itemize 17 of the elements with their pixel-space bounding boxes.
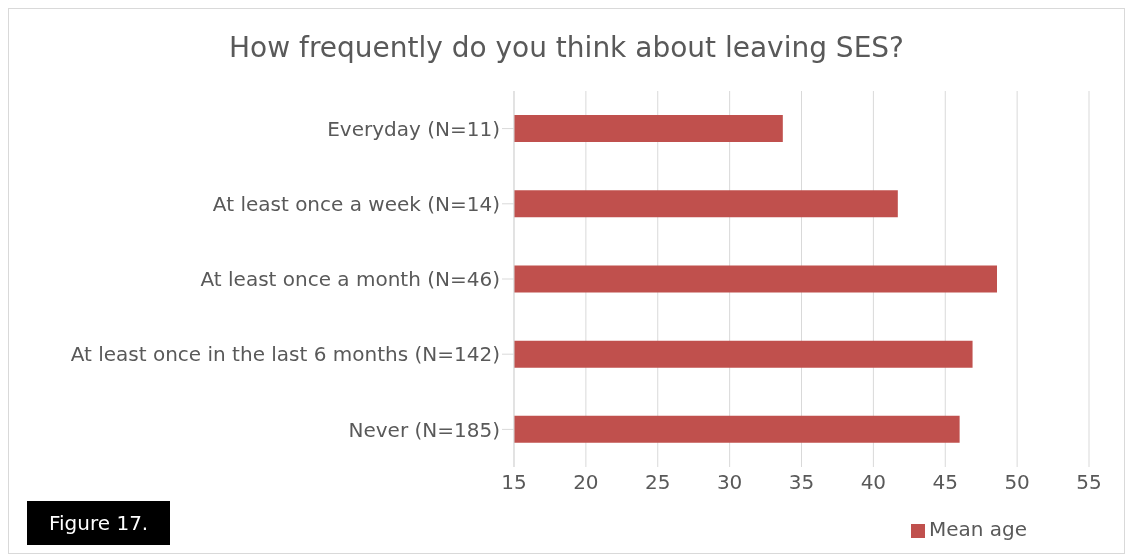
caption: Figure 17. — [27, 501, 171, 545]
y-tick-label: At least once a week (N=14) — [212, 191, 500, 216]
x-tick-label: 50 — [1004, 470, 1030, 495]
legend-label: Mean age — [928, 517, 1028, 541]
y-tick-label: Never (N=185) — [348, 417, 500, 442]
x-tick-label: 20 — [573, 470, 599, 495]
x-tick-label: 30 — [716, 470, 743, 495]
x-tick-label: 45 — [932, 470, 958, 495]
x-tick-label: 55 — [1076, 470, 1102, 495]
y-tick-label: At least once a month (N=46) — [200, 267, 500, 292]
y-tick-label: At least once in the last 6 months (N=142) — [70, 342, 500, 367]
chart-title: How frequently do you think about leaving SES? — [228, 30, 905, 66]
x-tick-label: 15 — [501, 470, 527, 495]
x-tick-label: 35 — [788, 470, 815, 495]
x-tick-label: 40 — [860, 470, 887, 495]
y-tick-label: Everyday (N=11) — [327, 116, 500, 141]
x-tick-label: 25 — [645, 470, 671, 495]
